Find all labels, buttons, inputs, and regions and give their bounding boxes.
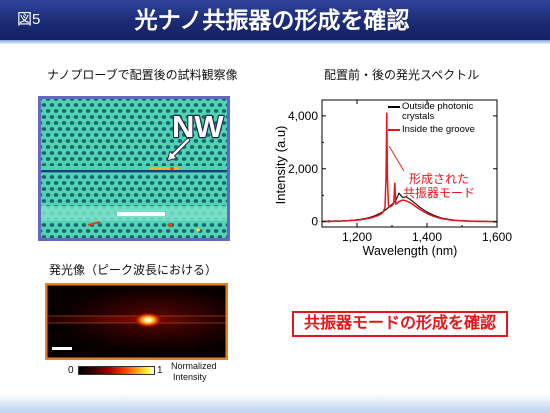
y-tick-label: 4,000 <box>288 109 318 123</box>
y-axis-label: Intensity (a.u) <box>273 126 288 205</box>
y-tick-label: 0 <box>311 215 318 229</box>
colorbar-min-label: 0 <box>68 365 74 376</box>
emission-image <box>45 283 228 360</box>
nanowire-tip <box>170 167 174 170</box>
sem-frame <box>38 96 230 241</box>
legend-swatch-groove <box>388 129 400 131</box>
sem-image: NW <box>38 96 230 241</box>
legend-label-groove: Inside the groove <box>402 124 475 135</box>
title-bar <box>0 0 550 40</box>
spectrum-caption: 配置前・後の発光スペクトル <box>324 68 480 82</box>
plot-frame <box>321 99 498 228</box>
colorbar <box>78 366 155 375</box>
debris-red <box>87 221 101 226</box>
colorbar-max-label: 1 <box>157 365 163 376</box>
figure-label: 図5 <box>17 11 41 28</box>
annotation-leader <box>388 145 405 172</box>
debris-red-dot <box>167 223 173 227</box>
title-rule <box>0 40 550 44</box>
legend-label-outside: Outside photonic crystals <box>402 101 474 122</box>
y-tick-label: 2,000 <box>288 162 318 176</box>
sem-caption: ナノプローブで配置後の試料観察像 <box>47 68 238 82</box>
series-line-2 <box>321 112 498 223</box>
arrow-shaft <box>171 138 190 157</box>
arrow-head <box>168 152 176 160</box>
colorbar-title-line-1: Normalized <box>171 361 217 371</box>
nw-label: NW <box>172 109 224 144</box>
emission-frame <box>45 283 228 360</box>
scale-bar <box>117 212 165 216</box>
x-tick-label: 1,400 <box>412 230 442 244</box>
conclusion-box: 共振器モードの形成を確認 <box>292 311 508 337</box>
spectrum-chart-svg: 1,200 1,400 1,600 0 2,000 4,000 Wavelength (n… <box>273 99 512 258</box>
bottom-band <box>0 394 550 413</box>
colorbar-title-line-2: Intensity <box>173 372 207 382</box>
x-tick-label: 1,200 <box>342 230 372 244</box>
slide-title: 光ナノ共振器の形成を確認 <box>134 7 410 33</box>
x-tick-label: 1,600 <box>482 230 512 244</box>
debris-yellow-dot <box>196 228 200 232</box>
resonator-mode-annotation: 形成された 共振器モード <box>402 172 476 200</box>
x-axis-label: Wavelength (nm) <box>363 244 458 258</box>
spectrum-chart: 1,200 1,400 1,600 0 2,000 4,000 Wavelength (n… <box>270 95 530 265</box>
emission-caption: 発光像（ピーク波長における） <box>49 263 218 277</box>
chart-ticks-group: 1,200 1,400 1,600 0 2,000 4,000 <box>288 100 512 244</box>
chart-legend: Outside photonic crystals Inside the gro… <box>386 102 510 138</box>
legend-item-groove: Inside the groove <box>386 125 510 136</box>
legend-swatch-outside <box>388 106 400 108</box>
groove-line <box>38 170 230 173</box>
chart-series-group <box>321 112 498 223</box>
annotation-line-2: 共振器モード <box>402 186 475 200</box>
annotation-line-1: 形成された <box>408 172 469 186</box>
emission-scale-bar <box>52 347 72 350</box>
legend-item-outside: Outside photonic crystals <box>386 102 510 123</box>
emission-hotspot <box>133 312 163 328</box>
